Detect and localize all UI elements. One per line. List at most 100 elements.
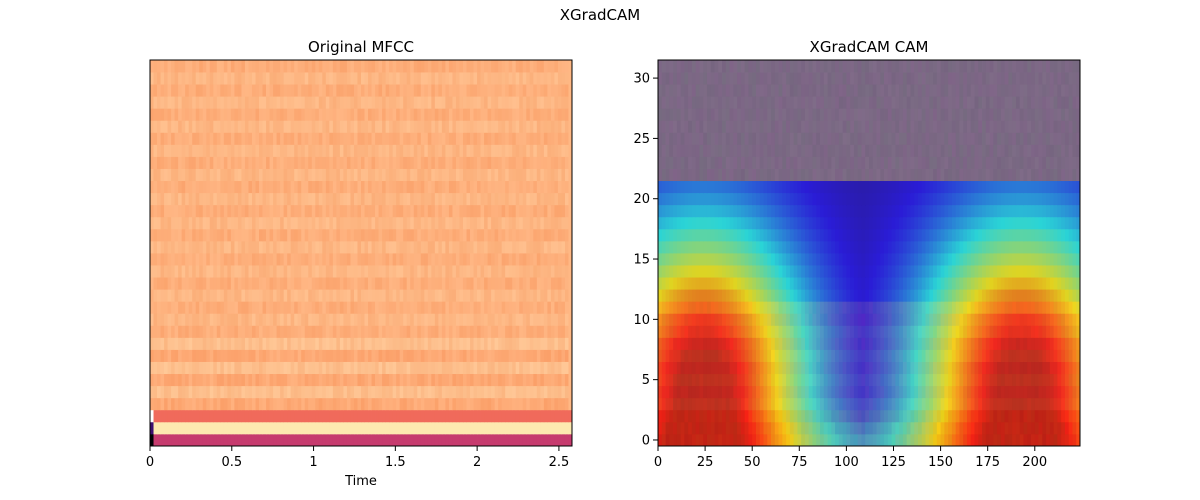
mfcc-cell — [255, 421, 260, 435]
mfcc-cell — [150, 108, 154, 121]
mfcc-cell — [547, 337, 552, 350]
cam-cell — [929, 433, 934, 447]
mfcc-cell — [185, 337, 190, 350]
mfcc-cell — [515, 289, 520, 302]
mfcc-cell — [564, 156, 569, 169]
mfcc-cell — [339, 156, 344, 169]
mfcc-cell — [477, 325, 481, 338]
mfcc-cell — [153, 277, 158, 290]
mfcc-cell — [213, 337, 218, 350]
mfcc-cell — [413, 301, 418, 314]
cam-cell — [951, 361, 957, 375]
mfcc-cell — [290, 156, 295, 169]
mfcc-cell — [484, 144, 488, 157]
mfcc-cell — [498, 168, 503, 182]
mfcc-cell — [318, 253, 323, 266]
mfcc-cell — [259, 180, 263, 194]
mfcc-cell — [301, 96, 306, 109]
mfcc-cell — [438, 96, 443, 109]
cam-cell — [755, 397, 761, 411]
cam-cell — [729, 433, 734, 447]
mfcc-cell — [519, 373, 524, 387]
mfcc-cell — [515, 108, 520, 121]
mfcc-cell — [297, 253, 302, 266]
cam-cell — [929, 385, 934, 399]
mfcc-cell — [389, 301, 394, 314]
mfcc-cell — [420, 72, 425, 85]
mfcc-cell — [438, 409, 443, 423]
mfcc-cell — [508, 373, 513, 387]
mfcc-cell — [353, 313, 358, 326]
mfcc-cell — [431, 96, 436, 109]
mfcc-cell — [318, 409, 323, 423]
mfcc-cell — [543, 433, 548, 447]
cam-cell — [827, 349, 832, 362]
cam-cell — [684, 373, 689, 387]
cam-cell — [1034, 373, 1039, 387]
mfcc-cell — [185, 373, 190, 387]
mfcc-cell — [223, 72, 228, 85]
mfcc-cell — [462, 180, 467, 194]
mfcc-cell — [178, 313, 183, 326]
mfcc-cell — [547, 84, 552, 97]
mfcc-cell — [192, 192, 197, 206]
mfcc-cell — [533, 156, 538, 169]
mfcc-cell — [368, 216, 372, 230]
cam-cell — [1064, 349, 1070, 362]
cam-cell — [963, 349, 968, 362]
mfcc-cell — [403, 60, 408, 73]
mfcc-cell — [441, 132, 446, 145]
mfcc-cell — [543, 204, 548, 218]
cam-cell — [812, 433, 817, 447]
mfcc-cell — [547, 325, 552, 338]
cam-cell — [797, 337, 802, 350]
mfcc-cell — [364, 240, 369, 254]
mfcc-cell — [290, 72, 295, 85]
mfcc-cell — [336, 72, 341, 85]
mfcc-cell — [364, 289, 369, 302]
cam-cell — [1019, 385, 1024, 399]
cam-cell — [978, 409, 983, 423]
cam-cell — [722, 421, 727, 435]
mfcc-cell — [477, 301, 481, 314]
mfcc-cell — [389, 361, 394, 375]
mfcc-cell — [406, 84, 411, 97]
mfcc-cell — [557, 289, 562, 302]
cam-cell — [673, 337, 678, 350]
mfcc-cell — [269, 421, 274, 435]
mfcc-cell — [462, 240, 467, 254]
cam-cell — [827, 433, 832, 447]
mfcc-cell — [519, 192, 524, 206]
mfcc-cell — [452, 60, 457, 73]
mfcc-cell — [192, 228, 197, 242]
mfcc-cell — [343, 84, 348, 97]
mfcc-cell — [213, 301, 218, 314]
cam-cell — [872, 361, 877, 375]
mfcc-cell — [283, 156, 288, 169]
cam-cell — [801, 397, 806, 411]
mfcc-cell — [470, 325, 474, 338]
mfcc-cell — [171, 72, 176, 85]
mfcc-cell — [287, 289, 292, 302]
mfcc-cell — [206, 373, 211, 387]
mfcc-cell — [375, 168, 379, 182]
mfcc-cell — [195, 144, 200, 157]
mfcc-cell — [346, 156, 351, 169]
cam-cell — [857, 337, 862, 350]
mfcc-cell — [157, 216, 161, 230]
mfcc-cell — [392, 204, 397, 218]
mfcc-cell — [308, 240, 313, 254]
mfcc-cell — [452, 301, 457, 314]
mfcc-cell — [371, 325, 376, 338]
mfcc-cell — [283, 192, 288, 206]
cam-cell — [759, 433, 764, 447]
mfcc-cell — [311, 313, 316, 326]
cam-cell — [1076, 385, 1081, 399]
mfcc-cell — [227, 277, 232, 290]
mfcc-cell — [262, 156, 267, 169]
mfcc-cell — [448, 325, 453, 338]
mfcc-cell — [431, 265, 436, 278]
mfcc-cell — [199, 361, 204, 375]
mfcc-cell — [248, 397, 253, 411]
mfcc-cell — [280, 228, 285, 242]
